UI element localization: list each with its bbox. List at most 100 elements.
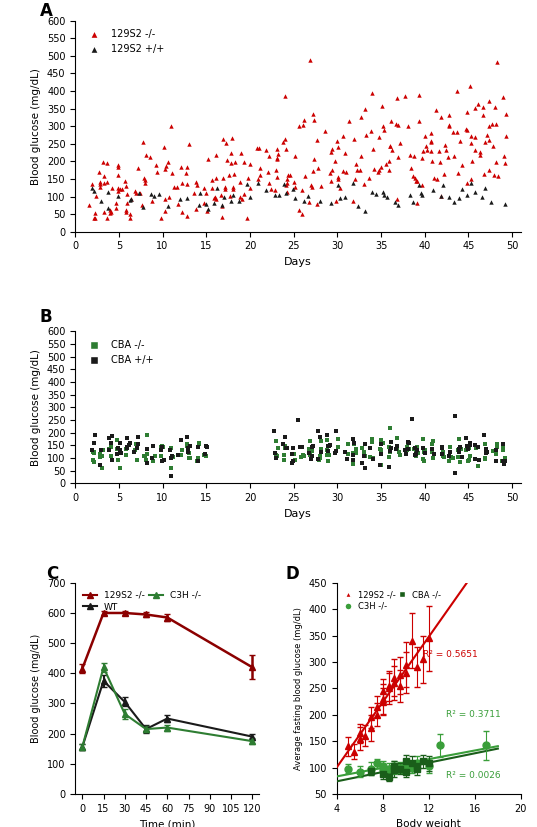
Point (315, 450, 324, 463)
Point (265, 176, 273, 189)
Point (411, 442, 420, 455)
Point (437, 110, 446, 123)
Point (220, 181, 229, 194)
Point (492, 117, 500, 131)
Point (420, 446, 429, 459)
Text: A: A (40, 2, 53, 21)
Point (89, 454, 98, 467)
Point (404, 436, 412, 449)
Point (168, 450, 177, 463)
Point (316, 451, 324, 464)
Point (439, 450, 447, 463)
Point (304, 196, 313, 209)
Point (173, 197, 182, 210)
Point (288, 182, 297, 195)
Point (453, 125, 462, 138)
Point (230, 155, 239, 169)
Point (244, 171, 252, 184)
Point (307, 179, 315, 192)
Point (471, 452, 480, 466)
Point (366, 442, 375, 455)
Point (242, 177, 251, 190)
Point (183, 177, 191, 190)
Point (339, 165, 347, 178)
Point (470, 143, 479, 156)
Point (195, 437, 204, 450)
Point (331, 446, 339, 459)
Point (356, 163, 365, 176)
Point (243, 211, 251, 224)
Point (185, 137, 193, 151)
Point (95, 165, 103, 179)
Point (283, 173, 292, 186)
Point (333, 441, 342, 454)
Point (281, 439, 289, 452)
Point (158, 454, 166, 467)
Point (323, 428, 331, 442)
Point (147, 188, 155, 201)
Point (314, 424, 322, 437)
Point (210, 196, 219, 209)
Point (229, 189, 237, 202)
Point (96, 175, 105, 189)
Point (385, 163, 394, 176)
Point (328, 143, 336, 156)
Point (125, 437, 134, 450)
Point (494, 170, 503, 183)
Text: D: D (285, 565, 299, 582)
Point (227, 157, 236, 170)
Point (157, 440, 165, 453)
Point (441, 143, 450, 156)
Point (296, 440, 304, 453)
Point (131, 184, 140, 197)
Point (340, 146, 349, 160)
Point (212, 172, 220, 185)
Point (466, 439, 475, 452)
Point (139, 200, 147, 213)
Point (328, 163, 336, 176)
Point (481, 437, 490, 451)
Point (88, 443, 96, 457)
Point (116, 443, 125, 457)
Point (264, 165, 272, 179)
Point (410, 149, 418, 162)
Point (146, 151, 155, 164)
Point (428, 155, 437, 168)
Point (104, 186, 112, 199)
Point (183, 431, 191, 444)
Point (201, 447, 209, 461)
X-axis label: Days: Days (284, 509, 312, 519)
Point (467, 136, 475, 150)
Point (202, 198, 211, 211)
Point (280, 177, 289, 190)
Point (186, 440, 194, 453)
Point (204, 203, 213, 216)
Point (301, 169, 309, 182)
Point (220, 190, 228, 203)
Point (405, 189, 414, 202)
Point (500, 197, 509, 210)
Point (361, 103, 370, 116)
Point (376, 458, 385, 471)
Point (323, 444, 332, 457)
Point (235, 190, 244, 203)
Point (406, 149, 415, 162)
Point (252, 141, 261, 154)
Point (348, 176, 357, 189)
Point (282, 178, 291, 191)
Point (434, 145, 443, 158)
Point (201, 440, 210, 453)
Point (471, 442, 480, 455)
Point (134, 161, 143, 174)
Point (379, 185, 388, 198)
Point (327, 174, 336, 188)
Point (339, 129, 347, 142)
Point (273, 143, 281, 156)
Point (113, 441, 122, 454)
Point (462, 189, 471, 202)
Point (170, 180, 178, 194)
Point (341, 190, 350, 203)
Point (118, 183, 126, 196)
Point (245, 157, 254, 170)
Point (265, 150, 273, 163)
